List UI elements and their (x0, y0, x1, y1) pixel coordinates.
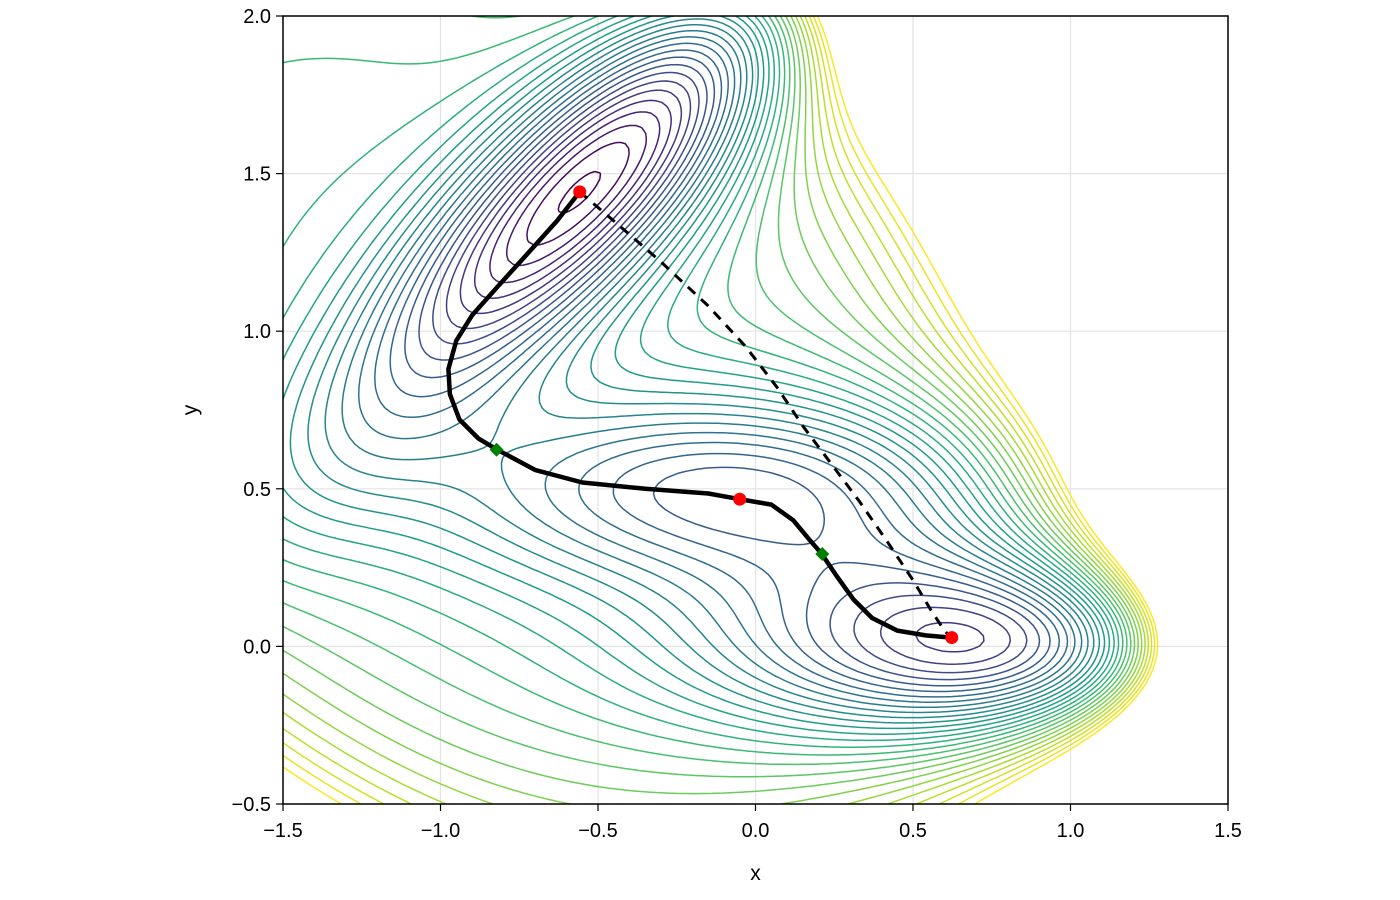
y-tick-label: 2.0 (243, 6, 271, 28)
contour-line (418, 63, 1041, 681)
contour-lines (283, 16, 1159, 804)
contour-line (289, 16, 1101, 724)
minimum-energy-path-line (446, 189, 954, 640)
contour-line (473, 99, 672, 300)
contour-line (459, 89, 985, 653)
y-axis-label: y (179, 404, 202, 415)
contour-line (283, 16, 1132, 778)
y-tick-label: 0.0 (243, 636, 271, 658)
contour-line (283, 16, 1150, 804)
y-tick-label: −0.5 (232, 794, 271, 816)
y-tick-label: 1.0 (243, 321, 271, 343)
contour-line (445, 80, 1012, 665)
contour-line (341, 29, 1083, 709)
green-diamond-point (815, 547, 830, 562)
contour-line (283, 16, 1159, 804)
x-axis-label: x (750, 862, 761, 885)
red-point (945, 631, 959, 645)
contour-line (283, 16, 1136, 795)
x-tick-label: 1.5 (1214, 820, 1242, 842)
x-tick-label: −1.0 (421, 820, 460, 842)
contour-line (404, 56, 1051, 687)
contour-line (557, 170, 602, 214)
axes: −1.5 −1.0 −0.5 0.0 0.5 1.0 1.5 −0.5 0.0 0.5 1.0 1.5… (232, 6, 1242, 842)
contour-line (307, 18, 1095, 719)
contour-line (283, 16, 1128, 766)
x-tick-label: 0.5 (899, 820, 927, 842)
contour-line (324, 23, 1089, 714)
x-tick-label: −0.5 (578, 820, 617, 842)
contour-line (283, 16, 1153, 804)
contour-line (374, 42, 1069, 698)
contour-line (283, 16, 1156, 804)
x-tick-label: 1.0 (1057, 820, 1085, 842)
x-tick-label: 0.0 (742, 820, 770, 842)
contour-line (283, 16, 1111, 735)
contour-line (283, 16, 1139, 804)
red-point (573, 185, 587, 199)
dashed-path-line (578, 190, 952, 639)
contour-line (432, 71, 1028, 674)
contour-line (389, 49, 1061, 693)
contour-line (283, 16, 1146, 804)
contour-line (283, 16, 1143, 804)
contour-line (283, 16, 1115, 742)
red-point (733, 492, 747, 506)
contour-line (283, 16, 1106, 730)
y-tick-label: 1.5 (243, 164, 271, 186)
contour-line (358, 36, 1076, 703)
y-tick-label: 0.5 (243, 479, 271, 501)
contour-line (489, 111, 661, 284)
series-layer (446, 185, 959, 645)
green-diamond-point (489, 442, 504, 457)
x-tick-label: −1.5 (263, 820, 302, 842)
contour-line (526, 141, 630, 246)
contour-line (283, 16, 1120, 748)
contour-line (283, 16, 1124, 756)
